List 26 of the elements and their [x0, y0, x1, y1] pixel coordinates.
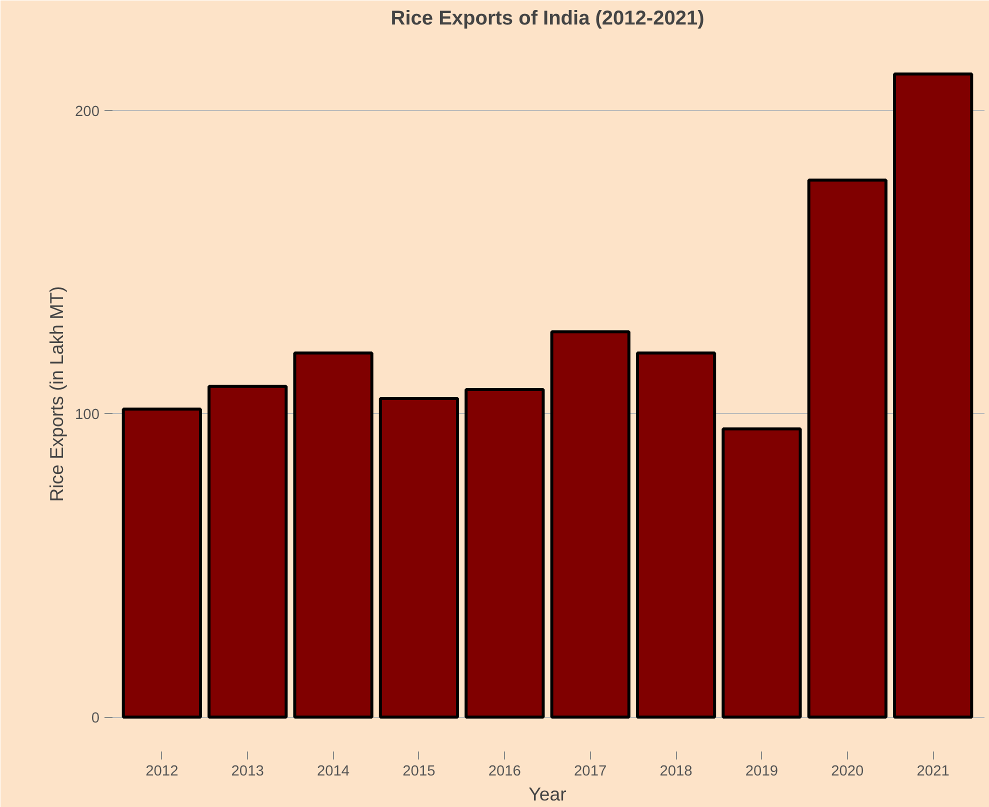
x-tick-label: 2019: [745, 764, 778, 780]
y-tick-label: 200: [75, 104, 100, 120]
x-tick-label: 2021: [916, 764, 950, 780]
bar: [550, 330, 630, 719]
x-tick-label: 2020: [831, 764, 864, 780]
bar: [464, 388, 545, 719]
bar: [807, 178, 888, 719]
x-tick-label: 2013: [231, 764, 264, 780]
bar: [378, 397, 460, 719]
bar: [893, 72, 974, 719]
bar: [293, 352, 374, 719]
chart-title: Rice Exports of India (2012-2021): [390, 8, 704, 30]
x-tick-label: 2015: [402, 764, 436, 780]
bar: [122, 408, 202, 719]
x-axis-title: Year: [528, 784, 566, 804]
x-tick-label: 2018: [660, 764, 692, 780]
x-tick-label: 2017: [574, 764, 607, 780]
x-tick-label: 2012: [146, 764, 178, 780]
bar: [208, 384, 288, 719]
y-axis-title: Rice Exports (in Lakh MT): [46, 286, 68, 502]
bar: [722, 427, 802, 719]
x-tick-label: 2016: [488, 764, 521, 780]
bar: [636, 352, 716, 719]
y-tick-label: 100: [75, 407, 100, 424]
x-tick-label: 2014: [316, 764, 350, 780]
y-tick-label: 0: [91, 710, 100, 727]
